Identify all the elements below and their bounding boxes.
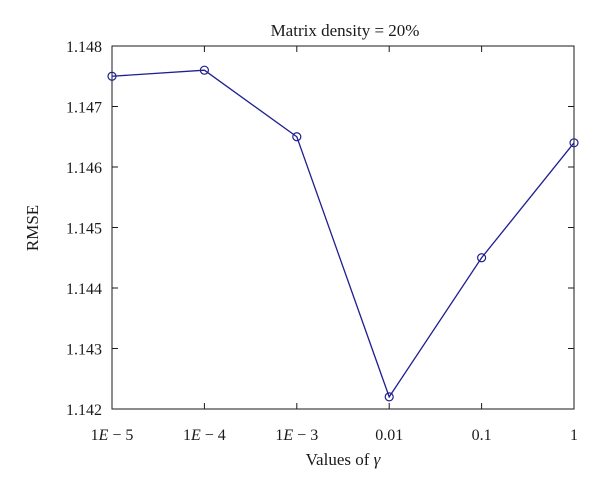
- x-axis-label-text: Values of: [306, 450, 374, 469]
- data-point: [384, 392, 394, 402]
- y-axis: 1.142 1.143 1.144 1.145 1.146 1.147 1.148: [66, 39, 574, 419]
- y-tick-label: 1.144: [66, 281, 102, 298]
- x-axis-label: Values of γ: [306, 450, 382, 469]
- x-tick-label: 1E − 3: [275, 427, 318, 444]
- chart-title: Matrix density = 20%: [271, 21, 420, 40]
- y-tick-label: 1.145: [66, 221, 102, 238]
- y-tick-label: 1.143: [66, 342, 102, 359]
- y-axis-label: RMSE: [23, 205, 42, 251]
- data-point: [569, 138, 579, 148]
- x-tick-label: 0.01: [375, 427, 403, 444]
- series-layer: [107, 65, 579, 402]
- y-tick-label: 1.147: [66, 100, 102, 117]
- data-point: [107, 71, 117, 81]
- y-tick-label: 1.146: [66, 160, 102, 177]
- x-axis-label-symbol: γ: [374, 450, 382, 469]
- plot-area: [111, 45, 575, 410]
- x-tick-label: 1: [570, 427, 578, 444]
- series-line: [111, 69, 575, 399]
- x-tick-label: 0.1: [472, 427, 492, 444]
- data-point: [292, 132, 302, 142]
- x-axis: 1E − 5 1E − 4 1E − 3 0.01 0.1 1: [91, 46, 578, 444]
- y-tick-label: 1.142: [66, 402, 102, 419]
- x-tick-label: 1E − 4: [183, 427, 226, 444]
- data-point: [477, 253, 487, 263]
- x-tick-label: 1E − 5: [91, 427, 134, 444]
- data-point: [199, 65, 209, 75]
- y-tick-label: 1.148: [66, 39, 102, 56]
